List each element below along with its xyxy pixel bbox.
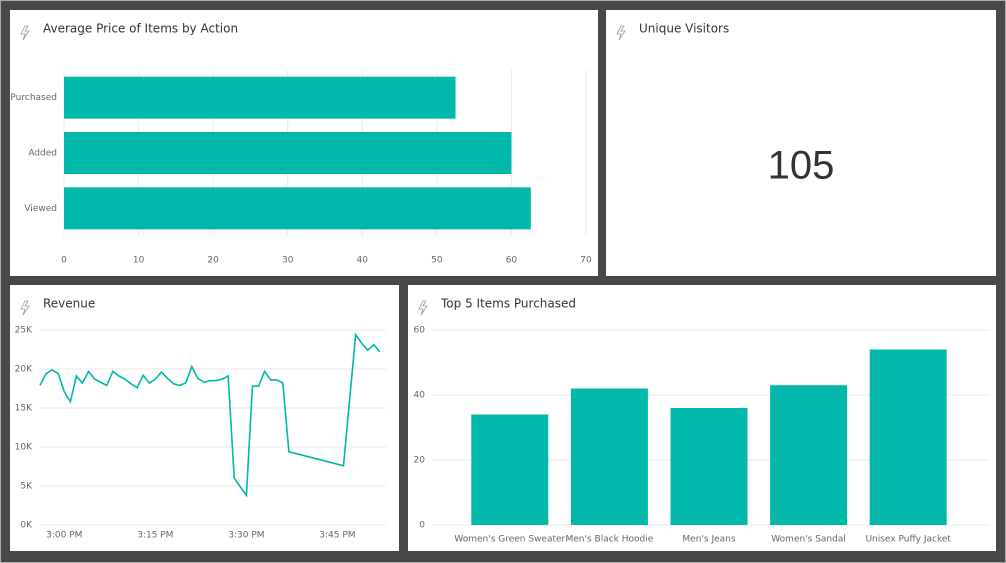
bar (471, 414, 549, 525)
x-tick-label: 30 (282, 256, 294, 266)
y-tick-label: Added (28, 149, 57, 159)
x-tick-label: 0 (61, 256, 67, 266)
tile-icon (418, 300, 428, 316)
y-tick-label: 15K (15, 404, 33, 414)
tile-icon (20, 25, 30, 41)
bar (64, 76, 456, 119)
bar (670, 408, 748, 525)
bar (869, 349, 947, 525)
x-tick-label: Men's Black Hoodie (566, 535, 654, 545)
y-tick-label: 25K (15, 326, 33, 336)
x-tick-label: 3:30 PM (228, 531, 264, 541)
y-tick-label: Viewed (24, 204, 57, 214)
tile-title: Top 5 Items Purchased (440, 297, 576, 311)
bar (64, 187, 531, 230)
card-value: 105 (768, 144, 835, 188)
x-tick-label: 70 (580, 256, 592, 266)
y-tick-label: 60 (414, 326, 426, 336)
y-tick-label: 0K (20, 521, 33, 531)
x-tick-label: Women's Green Sweater (454, 535, 565, 545)
tile-title: Unique Visitors (639, 22, 729, 36)
tile-title: Average Price of Items by Action (43, 22, 238, 36)
x-tick-label: Men's Jeans (682, 535, 735, 545)
y-tick-label: Purchased (10, 93, 57, 103)
x-tick-label: 60 (506, 256, 518, 266)
y-tick-label: 5K (20, 482, 33, 492)
y-tick-label: 0 (419, 521, 425, 531)
x-tick-label: 3:15 PM (137, 531, 173, 541)
x-tick-label: Unisex Puffy Jacket (865, 535, 951, 545)
x-tick-label: 40 (357, 256, 369, 266)
x-tick-label: 3:00 PM (46, 531, 82, 541)
tile-icon (20, 300, 30, 316)
y-tick-label: 40 (414, 391, 426, 401)
tile[interactable] (606, 10, 996, 276)
y-tick-label: 20 (414, 456, 426, 466)
bar (570, 388, 648, 525)
y-tick-label: 10K (15, 443, 33, 453)
x-tick-label: Women's Sandal (771, 535, 846, 545)
x-tick-label: 20 (207, 256, 219, 266)
line (39, 332, 381, 498)
x-tick-label: 10 (133, 256, 145, 266)
y-tick-label: 20K (15, 365, 33, 375)
bar (64, 132, 512, 174)
bar (770, 385, 848, 525)
tile-icon (616, 25, 626, 41)
x-tick-label: 50 (431, 256, 443, 266)
x-tick-label: 3:45 PM (319, 531, 355, 541)
tile-title: Revenue (43, 297, 95, 311)
tile[interactable] (10, 285, 399, 551)
